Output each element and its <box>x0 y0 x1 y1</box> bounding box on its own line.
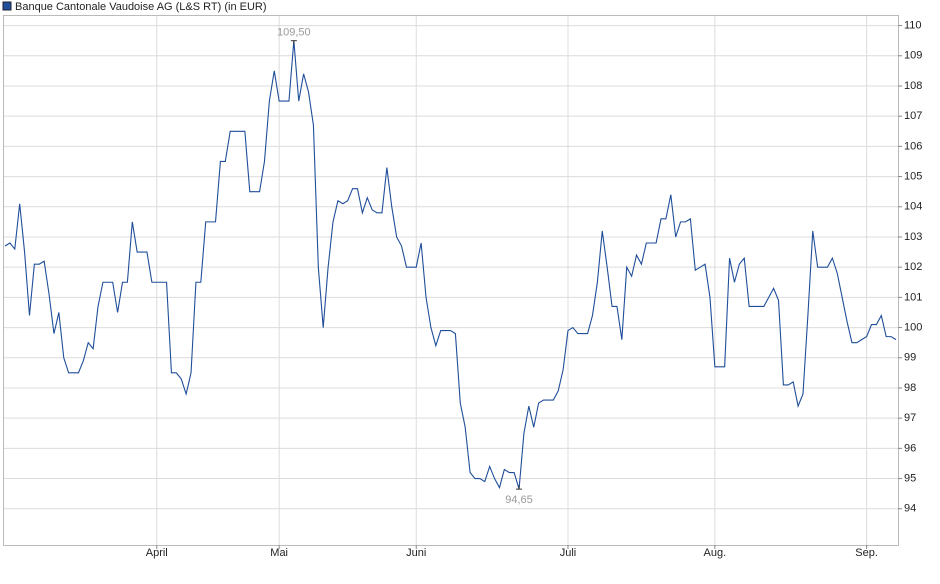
x-tick-label: Aug. <box>704 547 727 559</box>
y-tick-label: 104 <box>904 201 922 213</box>
x-tick-label: Mai <box>270 547 288 559</box>
y-tick-label: 106 <box>904 140 922 152</box>
y-tick-label: 95 <box>904 472 916 484</box>
y-tick-label: 102 <box>904 261 922 273</box>
y-tick-label: 110 <box>904 19 922 31</box>
y-tick-label: 99 <box>904 352 916 364</box>
y-tick-label: 109 <box>904 50 922 62</box>
y-tick-label: 94 <box>904 503 916 515</box>
y-tick-label: 105 <box>904 170 922 182</box>
annotation-label: 109,50 <box>277 27 311 39</box>
y-tick-label: 98 <box>904 382 916 394</box>
legend-label: Banque Cantonale Vaudoise AG (L&S RT) (i… <box>15 1 267 13</box>
y-tick-label: 103 <box>904 231 922 243</box>
x-tick-label: April <box>146 547 168 559</box>
legend-swatch <box>2 1 12 11</box>
x-tick-label: Juni <box>406 547 426 559</box>
annotation-label: 94,65 <box>505 494 533 506</box>
price-line <box>4 40 897 490</box>
x-tick-label: Juli <box>560 547 577 559</box>
x-tick-label: Sep. <box>855 547 878 559</box>
y-tick-label: 108 <box>904 80 922 92</box>
y-tick-label: 97 <box>904 412 916 424</box>
y-tick-label: 101 <box>904 291 922 303</box>
y-tick-label: 96 <box>904 442 916 454</box>
plot-frame <box>3 15 899 546</box>
y-tick-label: 100 <box>904 321 922 333</box>
y-tick-label: 107 <box>904 110 922 122</box>
